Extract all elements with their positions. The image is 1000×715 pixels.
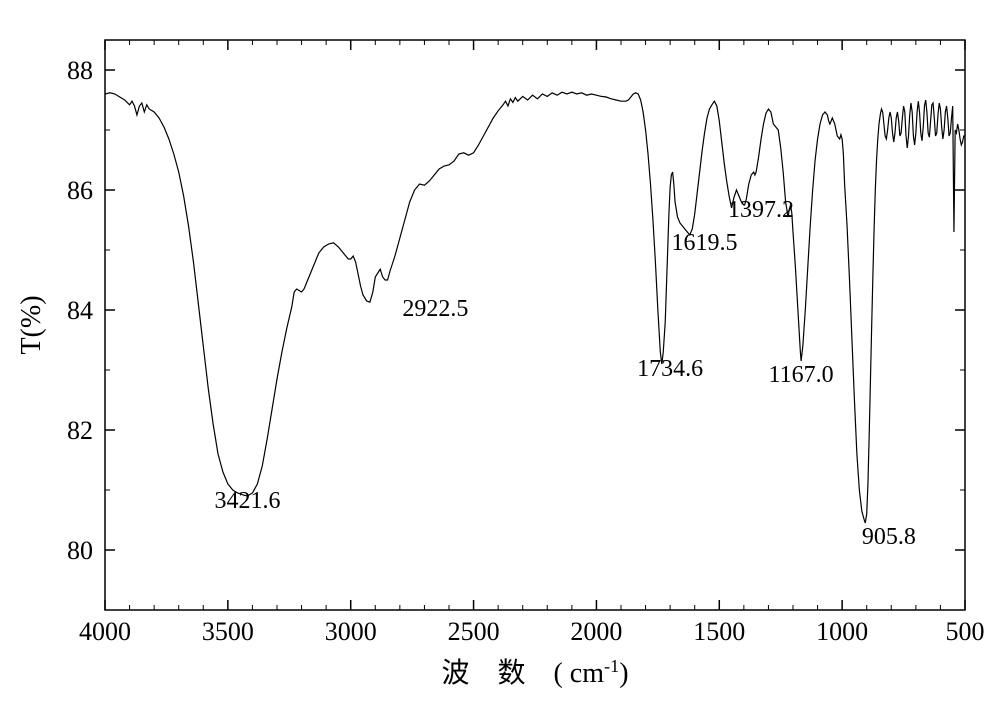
peak-label: 1397.2 <box>728 197 794 223</box>
x-tick-label: 2000 <box>570 617 622 646</box>
x-tick-label: 3500 <box>202 617 254 646</box>
peak-label: 1167.0 <box>769 362 834 388</box>
x-tick-label: 1500 <box>693 617 745 646</box>
plot-frame <box>105 40 965 610</box>
y-tick-label: 82 <box>67 416 93 445</box>
chart-svg: 4000 3500 3000 2500 2000 1500 1000 500 80 82 84 86 8… <box>0 0 1000 715</box>
y-tick-label: 84 <box>67 296 93 325</box>
y-tick-label: 86 <box>67 176 93 205</box>
x-tick-label: 4000 <box>79 617 131 646</box>
peak-label: 3421.6 <box>215 488 281 514</box>
ir-spectrum-chart: 4000 3500 3000 2500 2000 1500 1000 500 80 82 84 86 8… <box>0 0 1000 715</box>
y-axis-label: T(%) <box>16 295 47 354</box>
x-tick-label: 500 <box>946 617 985 646</box>
peak-label: 905.8 <box>862 524 916 550</box>
peak-label: 1619.5 <box>672 230 738 256</box>
x-tick-label: 1000 <box>816 617 868 646</box>
y-tick-label: 80 <box>67 536 93 565</box>
x-tick-label: 2500 <box>448 617 500 646</box>
x-tick-label: 3000 <box>325 617 377 646</box>
x-axis-label: 波 数 ( cm-1) <box>441 656 628 689</box>
peak-label: 1734.6 <box>637 356 703 382</box>
y-tick-label: 88 <box>67 56 93 85</box>
spectrum-line <box>105 92 965 523</box>
peak-label: 2922.5 <box>402 296 468 322</box>
